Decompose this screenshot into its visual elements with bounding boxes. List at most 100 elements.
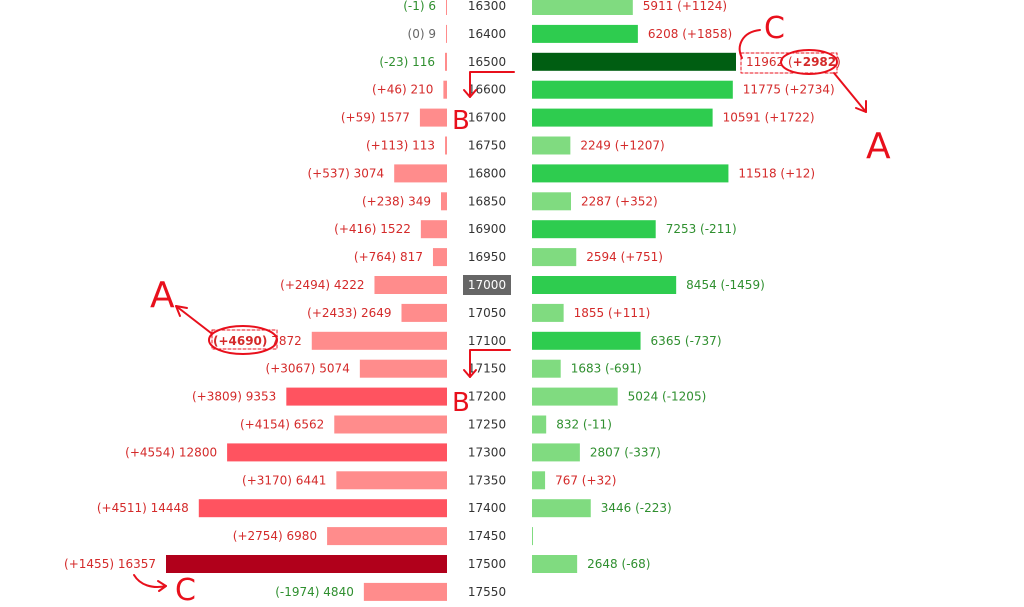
strike-label-17350: 17350 bbox=[468, 473, 506, 487]
left-label-17550: (-1974) 4840 bbox=[275, 585, 354, 599]
left-bar-16500 bbox=[445, 52, 447, 71]
right-bar-17200 bbox=[532, 387, 618, 406]
left-bar-16600 bbox=[443, 80, 447, 99]
annotation-letter-b-lower: B bbox=[452, 388, 470, 418]
right-bar-16750 bbox=[532, 136, 571, 155]
left-bar-17300 bbox=[227, 443, 447, 462]
annotations-layer bbox=[133, 29, 867, 592]
strike-label-17250: 17250 bbox=[468, 418, 506, 432]
labels-layer: (-1) 6 5911 (+1124) (0) 9 6208 (+1858) (-23)… bbox=[64, 0, 841, 599]
left-bar-17050 bbox=[401, 303, 447, 322]
b-marker-upper-arrowhead bbox=[463, 89, 477, 98]
left-bar-17350 bbox=[336, 471, 447, 490]
bottom-c-arrowhead bbox=[157, 580, 167, 592]
strike-label-17300: 17300 bbox=[468, 445, 506, 459]
b-marker-upper-line bbox=[469, 71, 515, 98]
left-bar-16800 bbox=[394, 164, 447, 183]
right-label-16700: 10591 (+1722) bbox=[723, 111, 815, 125]
strike-label-16950: 16950 bbox=[468, 250, 506, 264]
left-bar-17150 bbox=[359, 359, 447, 378]
right-label-16850: 2287 (+352) bbox=[581, 194, 658, 208]
right-label-17100: 6365 (-737) bbox=[651, 334, 722, 348]
annotation-letter-c-right: C bbox=[764, 11, 785, 46]
right-bar-16400 bbox=[532, 24, 638, 43]
left-label-16400: (0) 9 bbox=[408, 27, 436, 41]
right-bar-17300 bbox=[532, 443, 580, 462]
annotation-letter-c-bottom: C bbox=[175, 573, 196, 607]
strike-label-16800: 16800 bbox=[468, 166, 506, 180]
right-label-16300: 5911 (+1124) bbox=[643, 0, 727, 13]
left-bar-16750 bbox=[445, 136, 447, 155]
right-bar-16600 bbox=[532, 80, 733, 99]
strike-label-17500: 17500 bbox=[468, 557, 506, 571]
right-arrow-a bbox=[833, 72, 867, 113]
left-label-16700: (+59) 1577 bbox=[341, 111, 410, 125]
right-bar-17500 bbox=[532, 555, 578, 573]
right-arrowhead-a bbox=[855, 100, 867, 113]
left-arrowhead-a bbox=[175, 305, 188, 317]
left-label-16600: (+46) 210 bbox=[372, 83, 433, 97]
left-label-17100: (+4690) 7872 bbox=[213, 334, 302, 348]
right-label-17400: 3446 (-223) bbox=[601, 501, 672, 515]
right-label-17050: 1855 (+111) bbox=[574, 306, 651, 320]
strike-label-16300: 16300 bbox=[468, 0, 506, 13]
left-label-17250: (+4154) 6562 bbox=[240, 418, 324, 432]
strike-label-17050: 17050 bbox=[468, 306, 506, 320]
left-bar-17450 bbox=[327, 527, 447, 546]
right-bar-17450 bbox=[532, 527, 533, 546]
left-bar-17400 bbox=[198, 499, 447, 518]
right-label-17300: 2807 (-337) bbox=[590, 445, 661, 459]
left-bar-17000 bbox=[374, 276, 447, 294]
left-label-17200: (+3809) 9353 bbox=[192, 390, 276, 404]
right-label-17000: 8454 (-1459) bbox=[686, 278, 765, 292]
right-bar-16700 bbox=[532, 108, 713, 127]
right-bar-16800 bbox=[532, 164, 729, 183]
strikes-layer: 16300 16400 16500 16600 16700 16750 16800 16850… bbox=[463, 0, 511, 599]
strike-label-16900: 16900 bbox=[468, 222, 506, 236]
strike-label-16500: 16500 bbox=[468, 55, 506, 69]
right-label-16800: 11518 (+12) bbox=[738, 166, 815, 180]
left-label-16950: (+764) 817 bbox=[354, 250, 423, 264]
strike-label-17450: 17450 bbox=[468, 529, 506, 543]
left-bar-16850 bbox=[441, 192, 447, 211]
strike-label-17200: 17200 bbox=[468, 390, 506, 404]
strike-label-16750: 16750 bbox=[468, 139, 506, 153]
left-label-17450: (+2754) 6980 bbox=[233, 529, 317, 543]
left-bar-16300 bbox=[446, 0, 447, 15]
right-bar-16300 bbox=[532, 0, 633, 15]
strike-label-17000: 17000 bbox=[468, 278, 506, 292]
right-bar-17000 bbox=[532, 276, 677, 294]
strike-highlight-bg bbox=[463, 275, 511, 295]
right-bar-17350 bbox=[532, 471, 546, 490]
left-bar-16900 bbox=[420, 220, 447, 239]
b-marker-lower-line bbox=[469, 349, 511, 378]
left-label-17500: (+1455) 16357 bbox=[64, 557, 156, 571]
left-bar-17100 bbox=[311, 331, 447, 350]
right-label-16400: 6208 (+1858) bbox=[648, 27, 732, 41]
right-label-16600: 11775 (+2734) bbox=[743, 83, 835, 97]
annotation-letter-a-left: A bbox=[150, 275, 175, 316]
right-bar-17050 bbox=[532, 303, 564, 322]
right-label-17150: 1683 (-691) bbox=[571, 362, 642, 376]
left-bar-17200 bbox=[286, 387, 447, 406]
left-label-17350: (+3170) 6441 bbox=[242, 473, 326, 487]
strike-label-16700: 16700 bbox=[468, 111, 506, 125]
bottom-c-arrow bbox=[133, 574, 167, 588]
right-bar-17250 bbox=[532, 415, 547, 434]
right-label-16500: 11962 (+2982) bbox=[746, 55, 841, 69]
left-label-17150: (+3067) 5074 bbox=[266, 362, 350, 376]
right-label-16950: 2594 (+751) bbox=[586, 250, 663, 264]
strike-label-16600: 16600 bbox=[468, 83, 506, 97]
left-label-17050: (+2433) 2649 bbox=[307, 306, 391, 320]
bars-layer bbox=[166, 0, 736, 601]
left-label-16900: (+416) 1522 bbox=[334, 222, 411, 236]
right-bar-16950 bbox=[532, 248, 577, 267]
left-label-17400: (+4511) 14448 bbox=[97, 501, 189, 515]
right-label-17350: 767 (+32) bbox=[555, 473, 616, 487]
left-dashed-box bbox=[211, 329, 278, 350]
strike-label-16400: 16400 bbox=[468, 27, 506, 41]
left-label-17300: (+4554) 12800 bbox=[125, 445, 217, 459]
left-bar-16700 bbox=[419, 108, 447, 127]
left-label-16500: (-23) 116 bbox=[379, 55, 435, 69]
